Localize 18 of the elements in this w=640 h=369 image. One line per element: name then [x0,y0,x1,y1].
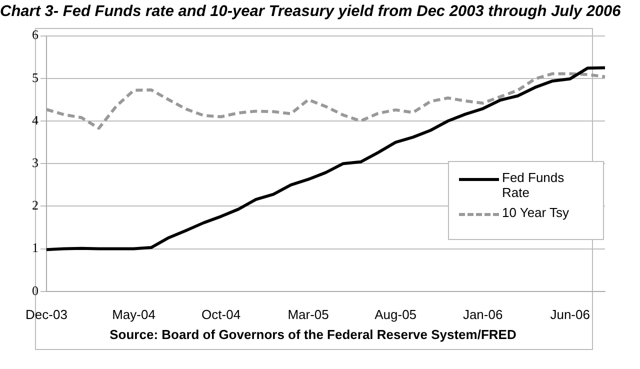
x-tick-label: Jun-06 [550,306,590,322]
x-tick-label: Oct-04 [202,306,241,322]
x-tick-label: Dec-03 [26,306,68,322]
x-tick-label: May-04 [112,306,156,322]
source-note: Source: Board of Governors of the Federal Reserve System/FRED [108,327,518,342]
legend-label: Fed Funds Rate [502,170,566,200]
y-tick-label: 2 [32,198,38,213]
y-tick-label: 0 [32,282,38,298]
x-tick-label: Mar-05 [288,306,329,322]
legend-label: 10 Year Tsy [502,205,570,220]
y-tick-label: 1 [32,240,38,256]
x-tick-label: Jan-06 [462,306,503,322]
y-tick-label: 4 [32,112,39,128]
y-tick-label: 6 [32,27,39,42]
chart-title: Chart 3- Fed Funds rate and 10-year Treasury yield from Dec 2003 through July 2006 [0,3,622,21]
y-tick-label: 5 [32,70,38,85]
y-tick-label: 3 [32,155,38,170]
x-tick-label: Aug-05 [374,306,417,322]
